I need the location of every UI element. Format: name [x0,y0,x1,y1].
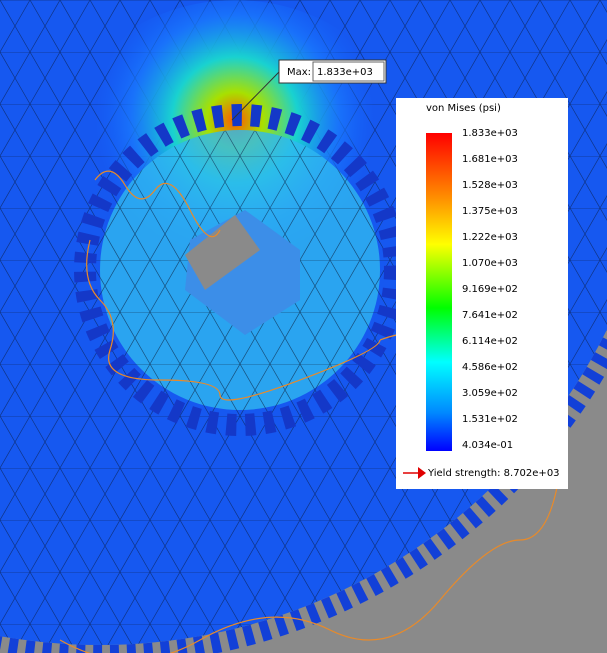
legend-tick-label: 1.528e+03 [462,180,518,191]
legend-tick-label: 1.833e+03 [462,128,518,139]
legend-tick-label: 9.169e+02 [462,284,518,295]
callout-leader [231,71,280,121]
max-callout: Max: 1.833e+03 [231,59,387,121]
legend-tick-label: 1.375e+03 [462,206,518,217]
legend-title: von Mises (psi) [426,103,501,114]
legend-tick-label: 1.070e+03 [462,258,518,269]
callout-label: Max: [287,67,311,78]
bore-hole [185,215,260,290]
legend-tick-label: 1.222e+03 [462,232,518,243]
legend-box [396,98,568,489]
legend-tick-label: 1.681e+03 [462,154,518,165]
legend: von Mises (psi) Yield strength: 8.702e+0… [396,98,568,489]
legend-tick-label: 4.034e-01 [462,440,513,451]
legend-tick-label: 7.641e+02 [462,310,518,321]
color-bar [426,133,452,451]
callout-value: 1.833e+03 [317,67,373,78]
pinion-teeth [74,104,406,436]
legend-tick-label: 4.586e+02 [462,362,518,373]
yield-arrow-head [418,467,426,479]
yield-strength: Yield strength: 8.702e+03 [427,468,560,479]
legend-tick-label: 1.531e+02 [462,414,518,425]
callout-value-box [312,61,385,82]
legend-tick-label: 3.059e+02 [462,388,518,399]
legend-tick-label: 6.114e+02 [462,336,518,347]
